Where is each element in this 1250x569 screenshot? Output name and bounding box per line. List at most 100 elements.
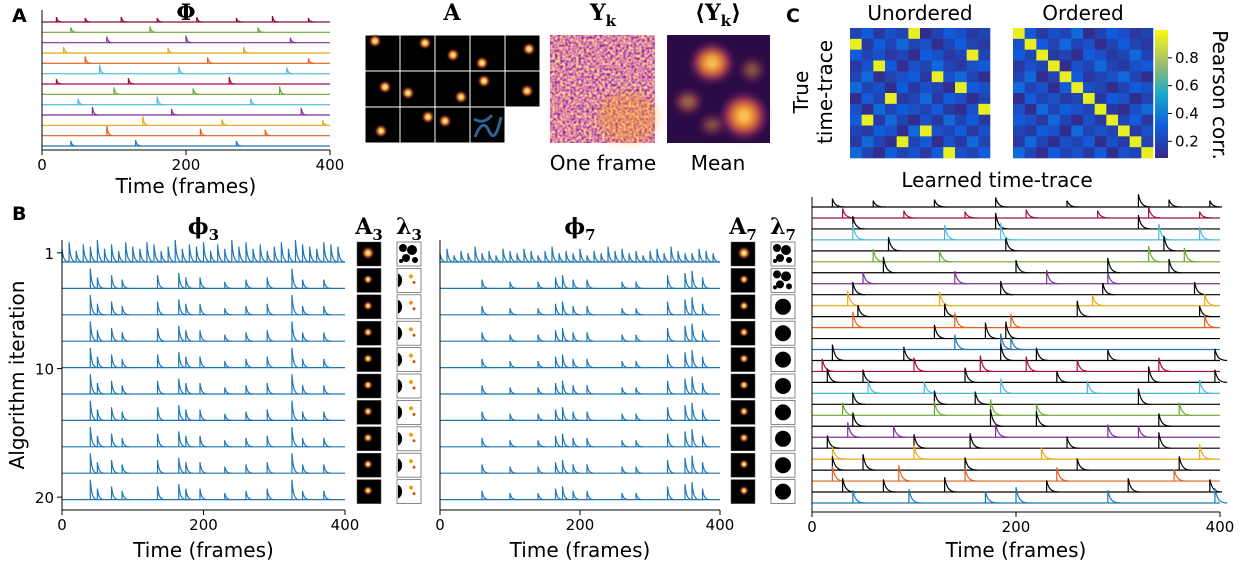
spike [703,462,710,473]
spike [97,409,104,420]
spike [158,460,165,473]
spike [90,427,97,447]
spike [853,224,865,240]
heatmap-cell [1095,71,1107,82]
spike [97,330,104,341]
spike [685,405,692,420]
x-tick-label: 200 [172,156,201,174]
heatmap-cell [1095,115,1107,126]
heatmap-cell [1036,147,1048,158]
dictionary-blob [438,114,452,128]
spike [244,47,250,53]
lambda-title: λ7 [770,214,796,244]
spike [685,379,692,394]
spike [90,295,97,315]
spike [692,324,699,342]
spike [668,381,675,394]
lambda-speckle [412,257,418,263]
spike [158,486,165,499]
spike [1169,200,1181,207]
spike [128,78,134,84]
heatmap-cell [1060,126,1072,137]
dictionary-blob [739,327,749,337]
dictionary-blob [739,274,749,284]
spike [692,350,699,368]
x-tick-label: 0 [37,156,47,174]
spike [643,255,650,262]
spike [158,275,165,288]
heatmap-cell [1048,39,1060,50]
spike [563,302,570,315]
y-axis-label: True [789,71,813,114]
spike [161,251,168,262]
spike [668,328,675,341]
heatmap-cell [897,61,909,72]
lambda-dot [413,387,416,390]
spike [1169,259,1181,273]
heatmap-cell [1048,115,1060,126]
spike [482,491,489,500]
spike [158,328,165,341]
spike [112,354,119,367]
spike [538,361,545,368]
spike [556,436,563,447]
heatmap-cell [897,136,909,147]
heatmap-cell [885,126,897,137]
spike [186,330,193,341]
spike [970,433,982,448]
spike [225,467,232,474]
heatmap-cell [885,71,897,82]
dictionary-blob [421,110,435,124]
heatmap-cell [955,104,967,115]
spike [186,357,193,368]
spike [510,414,517,421]
spike [843,478,855,492]
heatmap-cell [932,82,944,93]
spike [280,86,286,94]
heatmap-cell [1130,28,1142,39]
heatmap-cell [850,71,862,82]
heatmap-cell [1095,39,1107,50]
heatmap-cell [967,136,979,147]
heatmap-cell [1095,82,1107,93]
spike [587,438,594,447]
spike [573,359,580,368]
heatmap-cell [908,61,920,72]
heatmap-cell [1130,71,1142,82]
heatmap-cell [920,104,932,115]
heatmap-cell [1071,50,1083,61]
heatmap-cell [1013,50,1025,61]
heatmap-cell [908,115,920,126]
spike [608,247,615,262]
spike [482,385,489,394]
heatmap-cell [920,71,932,82]
heatmap-cell [908,50,920,61]
spike [107,126,113,136]
spike [186,462,193,473]
heatmap-cell [1060,28,1072,39]
heatmap-cell [1013,147,1025,158]
spike [272,16,278,22]
spike [899,465,911,481]
spike [157,97,163,105]
heatmap-cell [955,136,967,147]
spike [573,412,580,421]
lambda-dot [409,327,413,331]
spike [196,247,203,262]
spike [482,464,489,473]
spike [668,434,675,447]
x-tick-label: 400 [316,156,345,174]
heatmap-cell [885,136,897,147]
heatmap-cell [1036,93,1048,104]
y-tick-label: 20 [35,489,54,507]
lambda-speckle [776,280,784,288]
spike [197,17,203,22]
lambda-speckle [399,259,403,263]
spike [56,17,62,22]
heatmap-cell [1071,147,1083,158]
spike [440,253,447,262]
spike [122,385,129,394]
spike [703,357,710,368]
spike [650,251,657,262]
image-caption: Mean [691,151,746,175]
